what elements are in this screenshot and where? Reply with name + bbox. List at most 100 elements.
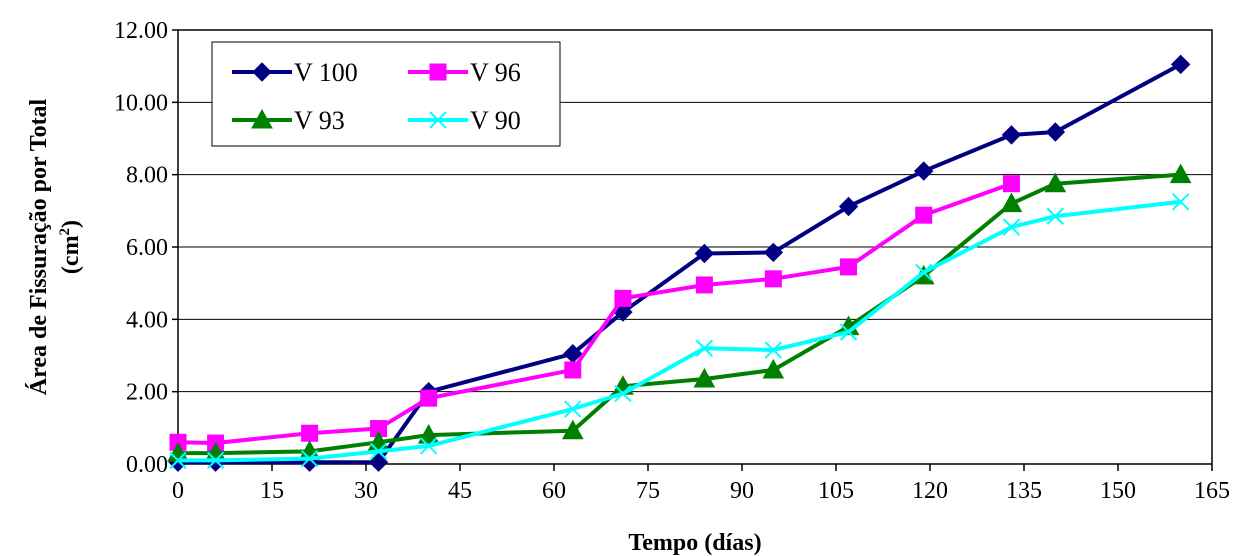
y-tick-label: 6.00 [126,235,168,261]
series-line-v-100 [178,62,1182,465]
x-tick-label: 0 [172,478,184,504]
x-tick-label: 165 [1194,478,1230,504]
data-point-v-100 [1170,54,1191,75]
data-point-v-90 [614,384,632,403]
data-point-v-96 [915,206,933,224]
data-point-v-100 [368,452,389,472]
data-point-v-100 [838,196,859,217]
data-point-v-90-stroke [369,442,388,461]
y-axis-unit-superscript: 2 [57,228,73,236]
x-tick-label: 135 [1006,478,1042,504]
x-tick-label: 30 [354,478,378,504]
data-point-v-90-stroke [695,339,714,357]
x-tick-label: 75 [636,478,660,504]
series-line-v-96 [177,181,1013,446]
data-point-v-93 [693,367,716,388]
data-point-v-93 [1000,192,1023,213]
x-tick-label: 45 [448,478,472,504]
y-tick-label: 2.00 [126,380,168,406]
data-point-v-96 [764,270,782,288]
legend-label-v-93: V 93 [294,106,345,135]
data-point-v-93 [417,424,440,444]
data-point-v-90-stroke [614,384,632,403]
legend-box [211,41,561,147]
y-tick-label: 0.00 [126,452,168,478]
data-point-v-90 [1046,207,1065,225]
legend-marker-v-90-stroke [429,111,447,129]
data-point-v-90-stroke [564,400,582,418]
x-tick-label: 60 [542,478,566,504]
legend-item-v-100: V 100 [232,58,358,87]
data-point-v-96 [614,289,632,307]
data-point-v-90-stroke [915,263,933,282]
y-axis-title-line2: (cm2) [57,220,84,274]
data-point-v-93 [1044,172,1067,193]
data-point-v-100 [914,161,934,181]
data-point-v-96 [695,276,713,294]
data-point-v-100 [694,243,715,264]
legend-marker-v-93 [251,108,273,129]
data-point-v-90-stroke [1002,218,1021,236]
x-axis-title: Tempo (días) [628,530,761,556]
data-point-v-90-stroke [1046,207,1065,225]
x-tick-label: 150 [1100,478,1136,504]
data-point-v-90 [764,341,783,359]
data-point-v-90-stroke [206,451,225,470]
data-point-v-90 [1002,218,1021,236]
data-point-v-90 [839,323,858,341]
y-axis-unit-end: ) [58,220,84,228]
data-point-v-90-stroke [300,449,319,468]
y-tick-label: 4.00 [126,307,168,333]
data-point-v-100 [763,242,784,263]
y-tick-label: 8.00 [126,163,168,189]
data-point-v-90 [915,263,933,282]
data-point-v-93 [762,358,785,379]
data-point-v-90 [300,449,319,468]
data-point-v-100 [1045,122,1066,142]
data-point-v-90 [419,437,438,455]
y-axis-unit-base: (cm [58,235,84,274]
axis-ticks: 0.00 2.00 4.00 6.00 8.00 10.00 12.00 0 15 30 45 60 7… [114,18,1230,504]
data-point-v-96 [420,389,438,407]
data-point-v-93 [1169,163,1192,184]
x-tick-label: 90 [730,478,754,504]
data-point-v-96 [301,424,319,442]
legend-marker-v-90 [429,111,447,129]
data-point-v-90-stroke [764,341,783,359]
x-tick-label: 120 [912,478,948,504]
legend-label-v-96: V 96 [470,58,521,87]
x-tick-label: 105 [818,478,854,504]
data-point-v-90 [1171,193,1190,211]
data-point-v-90 [369,442,388,461]
data-point-v-90 [206,451,225,470]
y-axis-title: Área de Fissuração por Total (cm2) [26,98,84,395]
data-point-v-90-stroke [1171,193,1190,211]
legend-item-v-96: V 96 [408,58,521,87]
data-point-v-96 [840,258,858,276]
series-v-90 [169,193,1190,470]
data-point-v-90 [564,400,582,418]
data-point-v-90-stroke [839,323,858,341]
y-tick-label: 12.00 [114,18,168,44]
legend-marker-v-100 [252,62,272,82]
data-point-v-93 [561,419,584,440]
legend-label-v-100: V 100 [294,58,358,87]
legend-marker-v-96 [429,63,447,81]
legend-item-v-90: V 90 [408,106,521,135]
data-point-v-90-stroke [169,451,187,470]
data-point-v-90-stroke [419,437,438,455]
data-point-v-90 [695,339,714,357]
data-point-v-96 [1002,175,1020,193]
legend: V 100 V 96 V 93 V 90 [211,41,561,147]
data-point-v-100 [1001,125,1022,145]
legend-label-v-90: V 90 [470,106,521,135]
data-point-v-90 [169,451,187,470]
y-tick-label: 10.00 [114,90,168,116]
y-axis-title-line1: Área de Fissuração por Total [26,98,52,395]
series-layer [167,54,1192,472]
x-tick-label: 15 [260,478,284,504]
series-line-v-93 [178,172,1181,456]
data-point-v-96 [564,361,582,379]
